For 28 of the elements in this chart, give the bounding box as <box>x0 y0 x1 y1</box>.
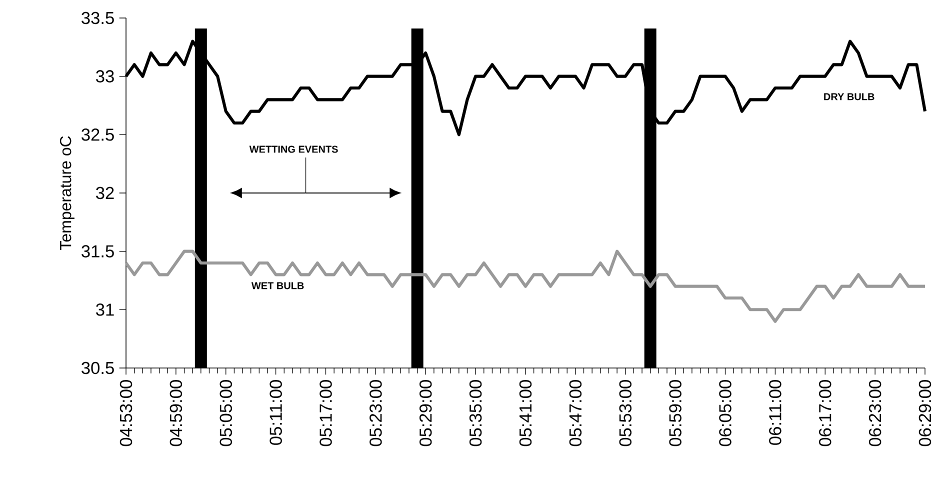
x-tick-label: 06:23:00 <box>868 380 882 446</box>
x-tick-label: 05:59:00 <box>669 380 682 446</box>
x-tick-label: 06:29:00 <box>918 380 932 446</box>
series-label: DRY BULB <box>824 93 874 100</box>
y-axis-title: Temperature oC <box>60 136 74 250</box>
x-tick-label: 05:11:00 <box>270 380 282 445</box>
y-tick-label: 33.5 <box>82 12 114 24</box>
x-tick-label: 05:05:00 <box>220 380 232 446</box>
y-tick-label: 33 <box>96 70 114 82</box>
annotation: WETTING EVENTS <box>249 146 338 153</box>
x-tick-label: 06:11:00 <box>769 380 782 445</box>
x-tick-label: 06:17:00 <box>818 380 832 446</box>
x-tick-label: 04:53:00 <box>120 380 132 446</box>
x-tick-label: 05:35:00 <box>469 380 482 446</box>
x-tick-label: 05:17:00 <box>320 380 332 446</box>
x-tick-label: 05:53:00 <box>619 380 632 446</box>
y-tick-label: 30.5 <box>82 362 114 374</box>
y-tick-label: 32 <box>96 186 114 200</box>
series-label: WET BULB <box>251 282 304 290</box>
x-tick-label: 05:41:00 <box>519 380 532 446</box>
x-tick-label: 06:05:00 <box>719 380 732 446</box>
x-tick-label: 05:47:00 <box>569 380 582 446</box>
x-tick-label: 04:59:00 <box>170 380 182 446</box>
x-tick-label: 05:23:00 <box>370 380 382 446</box>
y-tick-label: 31.5 <box>82 245 114 258</box>
y-tick-label: 32.5 <box>82 128 114 141</box>
y-tick-label: 31 <box>96 304 114 316</box>
x-tick-label: 05:29:00 <box>419 380 432 446</box>
